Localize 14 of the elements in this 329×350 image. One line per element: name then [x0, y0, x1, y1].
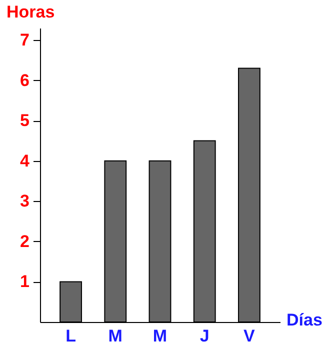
x-tick-label: V	[244, 326, 256, 346]
y-tick-label: 1	[20, 272, 30, 292]
x-axis-title: Días	[286, 310, 322, 330]
x-tick-label: J	[200, 326, 210, 346]
y-tick-label: 4	[20, 151, 30, 170]
x-tick-label: L	[66, 326, 76, 346]
y-tick-label: 7	[20, 30, 30, 50]
y-tick-label: 6	[20, 70, 30, 90]
x-tick-label: M	[152, 326, 168, 346]
y-tick-label: 3	[20, 192, 30, 211]
x-tick-label: M	[108, 326, 122, 346]
y-tick-label: 5	[20, 111, 30, 130]
y-axis-title: Horas	[6, 2, 55, 22]
y-tick-label: 2	[20, 232, 30, 251]
